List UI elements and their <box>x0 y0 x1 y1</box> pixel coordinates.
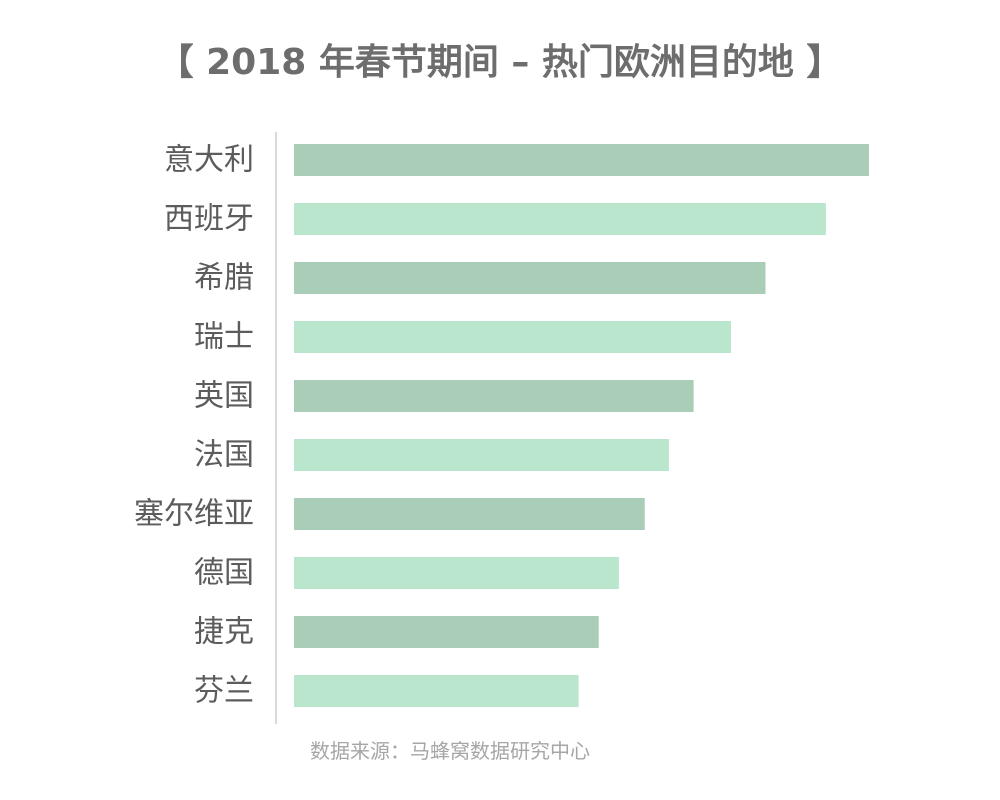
bar-8 <box>294 557 619 589</box>
category-label-1: 意大利 <box>164 143 254 178</box>
category-label-10: 芬兰 <box>194 674 254 709</box>
category-label-7: 塞尔维亚 <box>134 497 254 532</box>
category-label-4: 瑞士 <box>194 320 254 355</box>
category-label-8: 德国 <box>194 556 254 591</box>
data-source-note: 数据来源：马蜂窝数据研究中心 <box>310 739 590 763</box>
category-label-5: 英国 <box>194 379 254 414</box>
bar-5 <box>294 380 694 412</box>
chart-title: 【 2018 年春节期间 – 热门欧洲目的地 】 <box>157 42 843 83</box>
bar-9 <box>294 616 599 648</box>
bar-4 <box>294 321 731 353</box>
bar-7 <box>294 498 645 530</box>
bar-10 <box>294 675 579 707</box>
bar-3 <box>294 262 766 294</box>
category-label-6: 法国 <box>194 438 254 473</box>
category-label-3: 希腊 <box>194 261 254 296</box>
bar-1 <box>294 144 869 176</box>
bar-2 <box>294 203 826 235</box>
category-label-9: 捷克 <box>194 615 254 650</box>
bar-6 <box>294 439 669 471</box>
category-label-2: 西班牙 <box>164 202 254 237</box>
